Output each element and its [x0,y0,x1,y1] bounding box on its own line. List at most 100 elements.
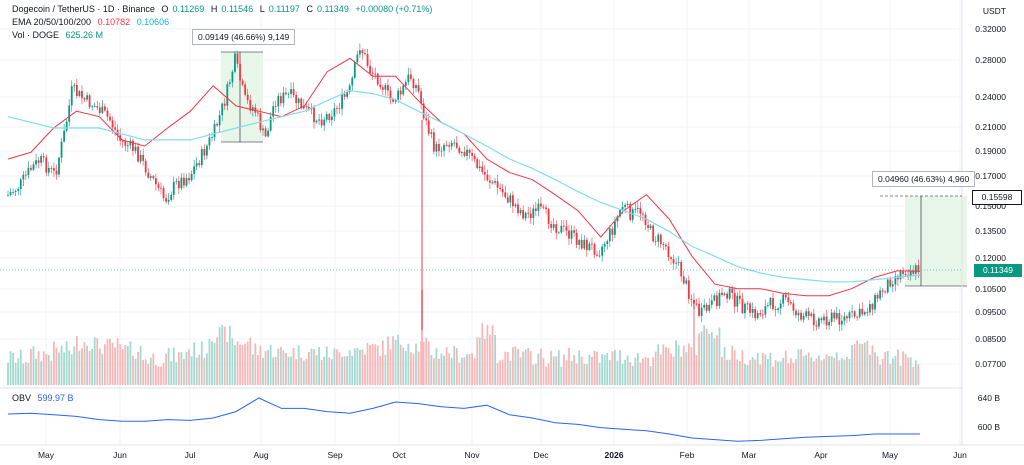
candle-body [308,107,310,110]
price-tick-label: 0.12000 [975,253,1006,263]
volume-bar [716,335,718,385]
volume-bar [198,354,201,385]
candle-body [211,137,213,139]
volume-bar [733,350,736,385]
price-tick-label: 0.17000 [975,171,1006,181]
candle-body [904,274,907,276]
candle-body [733,292,736,307]
obv-legend-row[interactable]: OBV 599.97 B [12,393,78,404]
candle-body [501,188,504,193]
volume-legend-row[interactable]: Vol · DOGE 625.26 M [12,30,107,41]
candle-body [200,149,203,166]
volume-bar [897,349,899,385]
candle-body [371,73,374,74]
volume-bar [624,359,626,385]
volume-bar [746,364,749,385]
volume-bar-spike [693,300,695,385]
volume-bar [50,360,53,385]
candle-body [649,225,652,228]
candle-body [83,98,86,100]
candle-body [723,293,726,295]
last-price-tag: 0.11349 [974,264,1022,277]
volume-bar [336,349,338,385]
ohlc-high-value: 0.11546 [221,4,254,14]
volume-bar [160,366,162,385]
candle-body [598,255,601,257]
volume-bar [532,364,535,385]
candle-body [165,198,167,202]
volume-bar [802,355,805,385]
volume-bar [438,358,440,385]
volume-bar [871,345,874,385]
candle-body [206,145,208,156]
measure-zone-2[interactable] [905,196,967,286]
candle-body [846,316,848,319]
candle-body [585,239,588,251]
candle-body [68,105,71,122]
volume-bar [445,346,448,385]
candle-body [667,246,670,258]
candle-body [634,208,637,210]
candle-body [542,206,545,208]
candle-body [425,118,428,121]
volume-bar [109,338,111,385]
candle-body [351,77,354,86]
candle-body [343,94,346,97]
candle-body [736,295,739,307]
candle-body [823,316,825,321]
volume-bar [517,348,519,385]
candle-body [818,318,820,327]
candle-body [269,116,272,131]
candle-body [591,243,593,245]
volume-bar [506,352,509,385]
candle-body [389,90,392,100]
candle-body [838,313,841,325]
volume-bar [489,334,491,385]
candle-body [466,149,468,156]
volume-bar [177,352,180,385]
volume-bar [318,347,320,385]
volume-bar [726,359,728,385]
candle-body [453,142,456,144]
volume-bar [315,355,318,385]
volume-bar [846,356,848,385]
candle-body [290,89,292,94]
candle-body [338,108,341,110]
volume-bar [417,351,420,385]
volume-bar [251,354,254,385]
candle-body [440,150,443,152]
volume-bar [111,342,114,385]
volume-bar [642,358,644,385]
candle-body [231,71,234,83]
candle-body [106,110,109,117]
candle-body [75,85,78,96]
candle-body [483,171,486,175]
volume-bar [874,352,876,385]
time-tick-label: Apr [814,450,827,460]
volume-bar [512,347,514,385]
ema-legend-row[interactable]: EMA 20/50/100/200 0.10782 0.10606 [12,17,173,28]
volume-bar [736,359,739,385]
candle-body [851,311,853,313]
candle-body [81,91,83,99]
candle-body [800,312,802,320]
volume-bar [522,351,524,385]
volume-bar [509,360,512,385]
candle-body [555,224,558,233]
volume-bar [226,341,229,385]
volume-bar [744,363,746,385]
volume-bar [404,350,407,385]
candle-body [746,303,749,305]
volume-bar [394,339,397,385]
candle-body [583,239,586,249]
volume-bar [481,323,484,385]
ema-value-2: 0.10606 [136,17,170,27]
volume-bar [425,337,428,385]
candle-body [486,174,489,181]
candle-body [376,73,379,85]
candle-body [881,290,884,292]
candle-body [568,230,570,239]
volume-bar [249,337,252,385]
candle-body [137,146,139,162]
